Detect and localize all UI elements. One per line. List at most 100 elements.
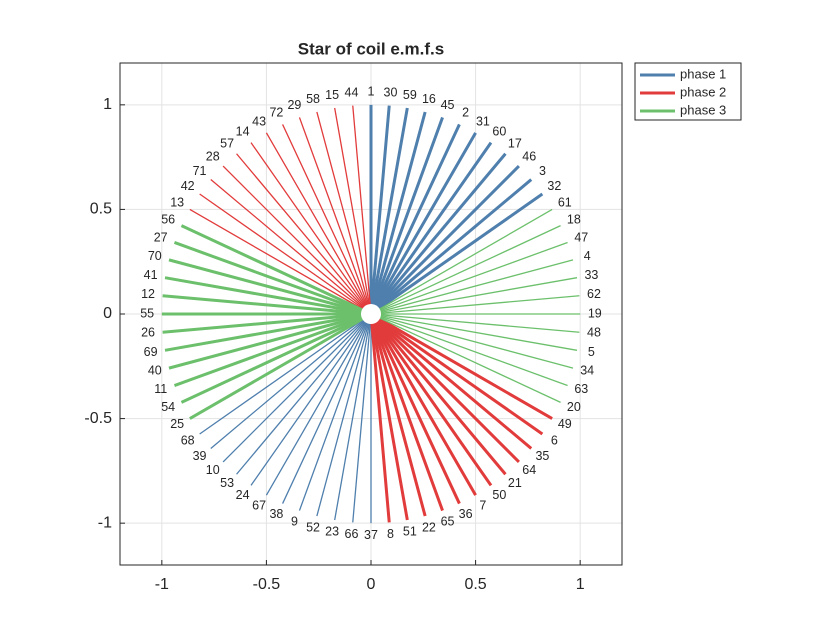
phasor <box>173 241 372 316</box>
phasor <box>370 277 578 315</box>
coil-label: 46 <box>522 150 536 164</box>
phasor <box>370 313 561 403</box>
phasor <box>164 312 372 352</box>
phasor <box>189 208 372 315</box>
coil-label: 13 <box>170 195 184 209</box>
coil-label: 33 <box>584 268 598 282</box>
coil-label: 47 <box>574 230 588 244</box>
phasor <box>316 111 372 315</box>
coil-label: 35 <box>535 449 549 463</box>
phasor <box>369 165 520 316</box>
coil-label: 41 <box>144 268 158 282</box>
coil-label: 66 <box>345 527 359 541</box>
coil-label: 59 <box>403 88 417 102</box>
chart-title: Star of coil e.m.f.s <box>298 39 444 58</box>
phasor <box>316 313 372 517</box>
x-tick-label: 0 <box>367 576 376 593</box>
phasor <box>370 178 533 316</box>
y-tick-label: -0.5 <box>84 410 112 427</box>
phasor <box>369 123 461 315</box>
coil-label: 61 <box>558 195 572 209</box>
coil-label: 8 <box>387 527 394 541</box>
phasor <box>370 192 544 316</box>
coil-label: 16 <box>422 92 436 106</box>
phasor <box>352 105 372 315</box>
phasor <box>369 312 520 463</box>
coil-label: 37 <box>364 528 378 542</box>
coil-label: 10 <box>206 463 220 477</box>
coil-label: 17 <box>508 136 522 150</box>
coil-label: 22 <box>422 520 436 534</box>
phasor <box>370 313 574 369</box>
y-tick-label: 0.5 <box>90 201 112 218</box>
x-tick-label: 1 <box>576 576 585 593</box>
coil-label: 52 <box>306 520 320 534</box>
coil-label: 26 <box>141 326 155 340</box>
coil-label: 42 <box>181 179 195 193</box>
phasor <box>282 124 372 315</box>
coil-label: 14 <box>236 125 250 139</box>
phasor <box>369 313 477 496</box>
phasor <box>369 313 493 487</box>
coil-label: 20 <box>567 400 581 414</box>
phasor <box>370 312 544 436</box>
phasor <box>298 313 372 511</box>
phasor <box>369 313 391 523</box>
coil-label: 34 <box>580 364 594 378</box>
coil-label: 15 <box>325 88 339 102</box>
phasor <box>265 313 372 496</box>
phasor <box>370 225 561 315</box>
x-tick-label: -0.5 <box>253 576 281 593</box>
coil-label: 49 <box>558 417 572 431</box>
coil-label: 58 <box>306 92 320 106</box>
phasor <box>369 141 493 315</box>
coil-label: 56 <box>161 213 175 227</box>
phasor <box>352 313 372 523</box>
coil-label: 31 <box>476 114 490 128</box>
coil-label: 23 <box>325 525 339 539</box>
y-tick-label: 0 <box>103 305 112 322</box>
coil-label: 72 <box>269 105 283 119</box>
phasor <box>369 105 391 315</box>
phasor <box>369 313 461 505</box>
phasor <box>370 241 568 315</box>
axes-box <box>119 62 623 566</box>
coil-label: 30 <box>384 85 398 99</box>
coil-label: 25 <box>170 417 184 431</box>
phasor <box>282 313 372 504</box>
coil-label: 55 <box>140 306 154 320</box>
phasor <box>189 312 372 420</box>
phasor <box>369 107 409 315</box>
phasor <box>369 313 427 517</box>
coil-label: 11 <box>154 382 167 396</box>
phasor <box>334 313 372 521</box>
coil-label: 38 <box>269 507 283 521</box>
y-tick-label: -1 <box>98 514 112 531</box>
coil-label: 45 <box>441 98 455 112</box>
phasor <box>250 142 372 315</box>
coil-label: 7 <box>479 498 486 512</box>
phasor <box>370 313 580 333</box>
coil-label: 44 <box>345 85 359 99</box>
phasor <box>370 312 533 450</box>
coil-label: 70 <box>148 249 162 263</box>
phasor <box>370 208 553 315</box>
phasor <box>180 224 372 316</box>
y-tick-label: 1 <box>103 96 112 113</box>
phasor <box>370 313 578 351</box>
phasor <box>173 312 372 387</box>
coil-label: 9 <box>291 515 298 529</box>
phasor <box>199 193 372 315</box>
coil-label: 1 <box>368 85 375 99</box>
phasor <box>164 276 372 316</box>
coil-label: 24 <box>236 488 250 502</box>
coil-label: 53 <box>220 476 234 490</box>
coil-label: 6 <box>551 433 558 447</box>
coil-label: 12 <box>141 287 155 301</box>
coil-label: 67 <box>252 498 266 512</box>
phasor <box>180 312 372 404</box>
coil-label: 60 <box>492 125 506 139</box>
center-hole <box>361 304 381 324</box>
phasor <box>236 153 372 315</box>
